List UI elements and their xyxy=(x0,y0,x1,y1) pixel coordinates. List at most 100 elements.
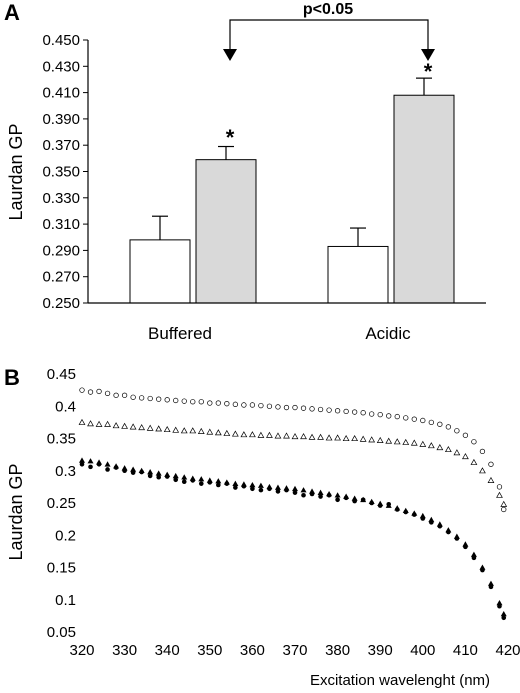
bar-acidic-2 xyxy=(393,94,455,304)
panel-b-y-tick-label: 0.1 xyxy=(55,592,76,609)
point-open-circle xyxy=(386,413,392,419)
point-filled-circle xyxy=(501,615,507,621)
point-filled-circle xyxy=(224,481,230,486)
point-filled-circle xyxy=(122,468,127,474)
point-open-triangle xyxy=(368,436,376,443)
panel-b-x-axis-title: Excitation wavelenght (nm) xyxy=(310,672,490,689)
point-open-circle xyxy=(462,432,469,438)
bar-buffered-2 xyxy=(195,159,257,304)
point-open-circle xyxy=(198,399,204,405)
point-filled-circle xyxy=(326,492,332,498)
point-open-triangle xyxy=(487,476,495,483)
point-open-triangle xyxy=(95,420,103,427)
panel-b-y-ticks: 0.05 0.1 0.15 0.2 0.25 0.3 0.35 0.4 0.45 xyxy=(47,366,76,641)
point-open-triangle xyxy=(419,440,427,447)
panel-a-y-tick-label: 0.270 xyxy=(42,269,80,286)
point-filled-triangle xyxy=(300,487,307,493)
point-filled-triangle xyxy=(87,458,94,464)
point-open-triangle xyxy=(402,438,410,445)
point-open-circle xyxy=(156,396,162,402)
panel-a-category-buffered: Buffered xyxy=(148,324,212,343)
point-open-triangle xyxy=(163,425,171,433)
point-filled-triangle xyxy=(334,492,341,498)
panel-a-y-tick-label: 0.350 xyxy=(42,164,80,181)
point-filled-triangle xyxy=(500,610,507,617)
point-open-circle xyxy=(411,416,417,422)
point-filled-circle xyxy=(233,485,238,490)
point-open-circle xyxy=(275,404,281,410)
point-filled-circle xyxy=(88,464,93,470)
point-open-circle xyxy=(104,390,111,397)
point-filled-circle xyxy=(360,497,366,503)
point-filled-circle xyxy=(497,603,502,609)
panel-b-x-tick-label: 400 xyxy=(410,642,435,659)
point-filled-circle xyxy=(113,465,119,470)
point-filled-circle xyxy=(139,469,144,475)
point-open-triangle xyxy=(214,429,222,436)
panel-b-y-tick-label: 0.25 xyxy=(47,495,76,512)
point-open-triangle xyxy=(78,418,86,425)
point-open-triangle xyxy=(155,425,163,432)
point-filled-circle xyxy=(164,474,170,479)
point-open-triangle xyxy=(172,426,180,433)
panel-b-x-tick-label: 420 xyxy=(495,642,520,659)
point-open-circle xyxy=(360,410,366,416)
panel-b-x-tick-label: 340 xyxy=(155,642,180,659)
point-filled-circle xyxy=(352,498,357,504)
point-filled-circle xyxy=(190,478,196,483)
point-filled-circle xyxy=(301,492,306,498)
point-filled-triangle xyxy=(172,472,179,479)
point-open-circle xyxy=(283,404,290,411)
point-open-triangle xyxy=(325,434,333,441)
point-filled-circle xyxy=(343,495,349,501)
panel-a-letter: A xyxy=(4,0,20,25)
point-open-circle xyxy=(488,461,494,467)
point-open-circle xyxy=(403,415,409,421)
panel-a-y-tick-label: 0.370 xyxy=(42,137,80,154)
point-filled-circle xyxy=(173,477,179,483)
point-open-circle xyxy=(309,406,315,412)
point-filled-triangle xyxy=(257,482,264,488)
point-open-circle xyxy=(445,424,452,430)
point-open-triangle xyxy=(121,422,128,429)
point-open-triangle xyxy=(427,442,435,449)
panel-a-y-tick-label: 0.390 xyxy=(42,111,80,128)
panel-a-bars xyxy=(129,77,455,304)
point-filled-circle xyxy=(488,584,494,590)
panel-b-scatter-chart: Laurdan GP 0.050.10.150.20.250.30.350.40… xyxy=(6,366,520,689)
point-open-triangle xyxy=(500,500,508,507)
point-open-circle xyxy=(292,404,298,411)
point-open-circle xyxy=(96,388,102,395)
point-filled-circle xyxy=(377,503,383,508)
point-filled-circle xyxy=(267,486,272,492)
significance-label: p<0.05 xyxy=(303,1,353,18)
panel-a-y-ticks: 0.250 0.270 0.290 0.310 0.330 0.350 0.370 0.390… xyxy=(42,32,88,312)
bar-acidic-1 xyxy=(327,245,389,304)
point-filled-circle xyxy=(241,483,247,489)
point-open-triangle xyxy=(112,422,120,429)
point-open-triangle xyxy=(129,423,137,430)
point-open-triangle xyxy=(138,424,146,431)
point-filled-circle xyxy=(437,523,443,529)
point-filled-circle xyxy=(394,507,400,512)
point-open-circle xyxy=(173,397,179,404)
point-open-triangle xyxy=(317,433,324,440)
panel-b-x-tick-label: 320 xyxy=(69,642,94,659)
point-filled-circle xyxy=(284,487,289,493)
point-open-circle xyxy=(420,417,426,424)
panel-b-y-axis-title: Laurdan GP xyxy=(6,463,26,560)
point-filled-circle xyxy=(96,462,102,467)
panel-b-y-tick-label: 0.2 xyxy=(55,527,76,544)
panel-b-y-tick-label: 0.15 xyxy=(47,560,76,577)
point-open-circle xyxy=(437,421,443,427)
point-open-circle xyxy=(215,400,221,406)
point-filled-triangle xyxy=(130,466,137,472)
panel-a-category-acidic: Acidic xyxy=(365,324,411,343)
point-open-triangle xyxy=(470,458,478,465)
point-filled-triangle xyxy=(79,457,85,463)
point-filled-circle xyxy=(250,486,255,492)
point-open-triangle xyxy=(206,428,214,435)
point-filled-circle xyxy=(386,501,392,507)
point-open-circle xyxy=(207,400,213,406)
point-open-circle xyxy=(317,406,324,413)
